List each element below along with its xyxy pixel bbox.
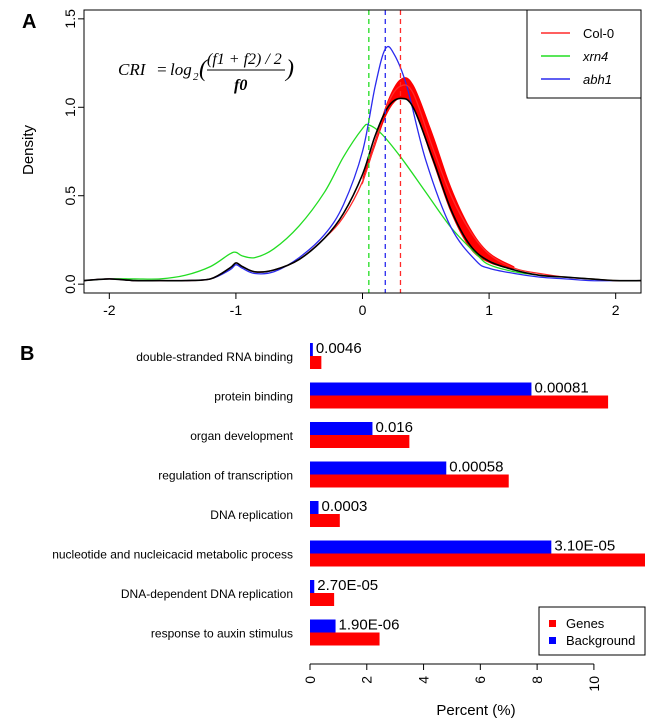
formula-denominator: f0 bbox=[234, 77, 247, 94]
legend-swatch-background bbox=[549, 637, 556, 644]
panel-a-letter: A bbox=[22, 11, 36, 33]
bar-genes bbox=[310, 474, 509, 488]
x-tick-label: 2 bbox=[359, 676, 375, 684]
x-tick-label: 4 bbox=[415, 676, 431, 684]
formula-lhs: CRI bbox=[118, 60, 147, 79]
density-plot: -2 -1 0 1 2 0.0 0.5 1.0 1.5 Density CRI = log 2 … bbox=[20, 9, 642, 318]
p-value-label: 0.0003 bbox=[322, 498, 368, 515]
bar-genes bbox=[310, 356, 322, 369]
legend-swatch-genes bbox=[549, 620, 556, 627]
bar-background bbox=[310, 580, 315, 593]
density-plot-frame bbox=[83, 9, 642, 294]
category-label: DNA-dependent DNA replication bbox=[121, 587, 293, 601]
density-legend: Col-0 xrn4 abh1 bbox=[526, 9, 642, 99]
x-tick-label: 10 bbox=[586, 676, 602, 692]
formula-lparen: ( bbox=[199, 56, 209, 82]
density-curve-col0 bbox=[83, 84, 642, 282]
bar-background bbox=[310, 619, 336, 633]
x-tick-label: 0 bbox=[359, 302, 367, 318]
bar-background bbox=[310, 461, 447, 475]
panel-b-letter: B bbox=[20, 343, 34, 365]
bar-background bbox=[310, 382, 532, 396]
p-value-label: 0.00081 bbox=[534, 380, 588, 397]
p-value-label: 0.0046 bbox=[316, 340, 362, 357]
legend-label-genes: Genes bbox=[566, 616, 605, 631]
bar-genes bbox=[310, 593, 335, 606]
formula-numerator: (f1 + f2) / 2 bbox=[207, 51, 282, 68]
go-legend: Genes Background bbox=[538, 606, 646, 656]
x-tick-label: 2 bbox=[612, 302, 620, 318]
cri-formula: CRI = log 2 ( (f1 + f2) / 2 f0 ) bbox=[118, 51, 294, 94]
bar-background bbox=[310, 501, 319, 514]
density-curve-xrn4 bbox=[83, 123, 642, 282]
category-label: organ development bbox=[190, 429, 293, 443]
bar-background bbox=[310, 540, 552, 554]
bar-background bbox=[310, 343, 313, 356]
p-value-label: 0.00058 bbox=[449, 459, 503, 476]
density-curves bbox=[83, 10, 642, 293]
category-label: DNA replication bbox=[210, 508, 293, 522]
go-bars: double-stranded RNA binding 0.0046 protein… bbox=[52, 340, 645, 646]
density-legend-box bbox=[526, 9, 642, 99]
y-tick-label: 0.5 bbox=[62, 186, 78, 206]
x-tick-label: 0 bbox=[302, 676, 318, 684]
legend-label-abh1: abh1 bbox=[583, 72, 612, 87]
legend-label-xrn4: xrn4 bbox=[582, 49, 608, 64]
legend-label-background: Background bbox=[566, 633, 635, 648]
category-label: double-stranded RNA binding bbox=[136, 350, 293, 364]
formula-equals: = bbox=[156, 60, 167, 79]
bar-genes bbox=[310, 553, 645, 567]
go-legend-box bbox=[538, 606, 646, 656]
density-curve-black bbox=[83, 97, 642, 282]
category-label: protein binding bbox=[214, 390, 293, 404]
bar-genes bbox=[310, 632, 380, 646]
p-value-label: 0.016 bbox=[375, 419, 413, 436]
percent-axis: 0 2 4 6 8 10 bbox=[302, 663, 602, 692]
category-label: regulation of transcription bbox=[158, 469, 293, 483]
p-value-label: 1.90E-06 bbox=[339, 617, 400, 634]
category-label: response to auxin stimulus bbox=[151, 627, 293, 641]
legend-label-col0: Col-0 bbox=[583, 26, 614, 41]
go-bar-chart: double-stranded RNA binding 0.0046 protein… bbox=[52, 340, 646, 719]
bar-background bbox=[310, 422, 373, 435]
y-tick-label: 1.0 bbox=[62, 97, 78, 117]
p-value-label: 3.10E-05 bbox=[554, 538, 615, 555]
y-tick-label: 1.5 bbox=[62, 9, 78, 29]
p-value-label: 2.70E-05 bbox=[317, 577, 378, 594]
bar-genes bbox=[310, 395, 609, 409]
bar-genes bbox=[310, 435, 410, 448]
x-tick-label: 6 bbox=[472, 676, 488, 684]
x-tick-label: 1 bbox=[485, 302, 493, 318]
category-label: nucleotide and nucleicacid metabolic pro… bbox=[52, 548, 293, 562]
formula-rparen: ) bbox=[284, 56, 294, 82]
y-tick-label: 0.0 bbox=[62, 274, 78, 294]
x-tick-label: -2 bbox=[103, 302, 116, 318]
x-tick-label: 8 bbox=[529, 676, 545, 684]
formula-log: log bbox=[170, 60, 192, 79]
x-axis-title-percent: Percent (%) bbox=[436, 702, 515, 719]
formula-base: 2 bbox=[193, 71, 199, 83]
density-axes: -2 -1 0 1 2 0.0 0.5 1.0 1.5 bbox=[62, 9, 620, 318]
bar-genes bbox=[310, 514, 340, 527]
y-axis-title-density: Density bbox=[20, 124, 37, 175]
x-tick-label: -1 bbox=[230, 302, 243, 318]
